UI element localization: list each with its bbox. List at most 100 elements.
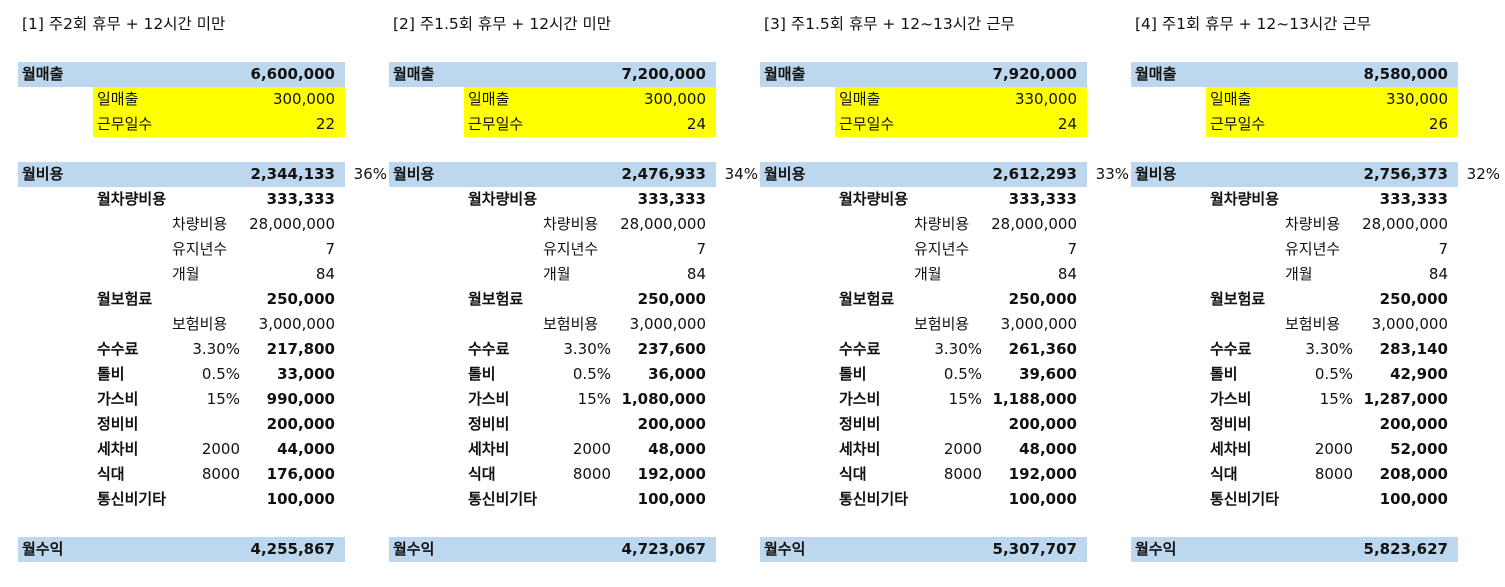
commission-label: 수수료 <box>97 337 138 362</box>
meals-label: 식대 <box>1210 462 1238 487</box>
maintenance-label: 정비비 <box>97 412 138 437</box>
insurance-monthly-value: 250,000 <box>579 287 706 312</box>
telecom-etc-label: 통신비기타 <box>1210 487 1279 512</box>
insurance-monthly-value: 250,000 <box>950 287 1077 312</box>
monthly-cost-value: 2,612,293 <box>950 162 1077 187</box>
insurance-monthly-label: 월보험료 <box>97 287 152 312</box>
toll-label: 톨비 <box>97 362 125 387</box>
gas-value: 990,000 <box>208 387 335 412</box>
work-days-label: 근무일수 <box>97 112 152 137</box>
months-label: 개월 <box>1285 262 1313 287</box>
meals-value: 208,000 <box>1321 462 1448 487</box>
work-days-value: 22 <box>208 112 335 137</box>
cost-ratio: 34% <box>724 162 758 187</box>
monthly-cost-value: 2,756,373 <box>1321 162 1448 187</box>
commission-label: 수수료 <box>1210 337 1251 362</box>
car-wash-value: 48,000 <box>579 437 706 462</box>
meals-value: 192,000 <box>950 462 1077 487</box>
vehicle-cost-value: 28,000,000 <box>950 212 1077 237</box>
insurance-monthly-value: 250,000 <box>1321 287 1448 312</box>
commission-value: 283,140 <box>1321 337 1448 362</box>
monthly-cost-label: 월비용 <box>22 162 63 187</box>
monthly-sales-label: 월매출 <box>393 62 434 87</box>
maintenance-label: 정비비 <box>468 412 509 437</box>
vehicle-cost-monthly-value: 333,333 <box>208 187 335 212</box>
vehicle-cost-value: 28,000,000 <box>1321 212 1448 237</box>
insurance-monthly-label: 월보험료 <box>468 287 523 312</box>
cost-ratio: 32% <box>1466 162 1500 187</box>
monthly-sales-label: 월매출 <box>764 62 805 87</box>
monthly-sales-value: 8,580,000 <box>1321 62 1448 87</box>
toll-label: 톨비 <box>468 362 496 387</box>
daily-sales-label: 일매출 <box>839 87 880 112</box>
gas-value: 1,080,000 <box>579 387 706 412</box>
monthly-sales-value: 7,920,000 <box>950 62 1077 87</box>
months-value: 84 <box>1321 262 1448 287</box>
months-value: 84 <box>208 262 335 287</box>
toll-label: 톨비 <box>839 362 867 387</box>
daily-sales-label: 일매출 <box>468 87 509 112</box>
commission-label: 수수료 <box>839 337 880 362</box>
telecom-etc-value: 100,000 <box>208 487 335 512</box>
work-days-value: 26 <box>1321 112 1448 137</box>
telecom-etc-label: 통신비기타 <box>839 487 908 512</box>
maintenance-value: 200,000 <box>208 412 335 437</box>
maintenance-value: 200,000 <box>579 412 706 437</box>
insurance-monthly-value: 250,000 <box>208 287 335 312</box>
toll-value: 33,000 <box>208 362 335 387</box>
commission-value: 217,800 <box>208 337 335 362</box>
meals-label: 식대 <box>839 462 867 487</box>
toll-value: 36,000 <box>579 362 706 387</box>
commission-value: 237,600 <box>579 337 706 362</box>
vehicle-cost-value: 28,000,000 <box>579 212 706 237</box>
monthly-profit-label: 월수익 <box>1135 537 1176 562</box>
car-wash-value: 44,000 <box>208 437 335 462</box>
scenario-title: [4] 주1회 휴무 + 12~13시간 근무 <box>1135 12 1371 34</box>
monthly-sales-value: 7,200,000 <box>579 62 706 87</box>
daily-sales-value: 300,000 <box>579 87 706 112</box>
scenario-title: [3] 주1.5회 휴무 + 12~13시간 근무 <box>764 12 1015 34</box>
years-kept-value: 7 <box>1321 237 1448 262</box>
insurance-monthly-label: 월보험료 <box>1210 287 1265 312</box>
monthly-profit-value: 5,307,707 <box>950 537 1077 562</box>
monthly-sales-value: 6,600,000 <box>208 62 335 87</box>
gas-label: 가스비 <box>839 387 880 412</box>
gas-label: 가스비 <box>97 387 138 412</box>
months-label: 개월 <box>914 262 942 287</box>
monthly-cost-value: 2,476,933 <box>579 162 706 187</box>
maintenance-value: 200,000 <box>950 412 1077 437</box>
monthly-cost-label: 월비용 <box>1135 162 1176 187</box>
monthly-profit-label: 월수익 <box>764 537 805 562</box>
maintenance-label: 정비비 <box>839 412 880 437</box>
vehicle-cost-monthly-value: 333,333 <box>950 187 1077 212</box>
months-value: 84 <box>950 262 1077 287</box>
toll-label: 톨비 <box>1210 362 1238 387</box>
scenario-4: [4] 주1회 휴무 + 12~13시간 근무 월매출 8,580,000 일매… <box>1131 0 1503 587</box>
telecom-etc-value: 100,000 <box>1321 487 1448 512</box>
vehicle-cost-monthly-label: 월차량비용 <box>1210 187 1279 212</box>
months-label: 개월 <box>543 262 571 287</box>
gas-value: 1,188,000 <box>950 387 1077 412</box>
commission-label: 수수료 <box>468 337 509 362</box>
daily-sales-value: 330,000 <box>950 87 1077 112</box>
vehicle-cost-monthly-value: 333,333 <box>579 187 706 212</box>
scenario-title: [1] 주2회 휴무 + 12시간 미만 <box>22 12 225 34</box>
work-days-value: 24 <box>950 112 1077 137</box>
telecom-etc-value: 100,000 <box>579 487 706 512</box>
vehicle-cost-monthly-label: 월차량비용 <box>97 187 166 212</box>
toll-value: 42,900 <box>1321 362 1448 387</box>
meals-label: 식대 <box>468 462 496 487</box>
daily-sales-label: 일매출 <box>1210 87 1251 112</box>
gas-value: 1,287,000 <box>1321 387 1448 412</box>
scenario-title: [2] 주1.5회 휴무 + 12시간 미만 <box>393 12 611 34</box>
years-kept-value: 7 <box>579 237 706 262</box>
car-wash-label: 세차비 <box>839 437 880 462</box>
gas-label: 가스비 <box>468 387 509 412</box>
monthly-sales-label: 월매출 <box>22 62 63 87</box>
work-days-label: 근무일수 <box>1210 112 1265 137</box>
scenario-3: [3] 주1.5회 휴무 + 12~13시간 근무 월매출 7,920,000 … <box>760 0 1132 587</box>
toll-value: 39,600 <box>950 362 1077 387</box>
gas-label: 가스비 <box>1210 387 1251 412</box>
monthly-profit-label: 월수익 <box>393 537 434 562</box>
monthly-cost-label: 월비용 <box>764 162 805 187</box>
